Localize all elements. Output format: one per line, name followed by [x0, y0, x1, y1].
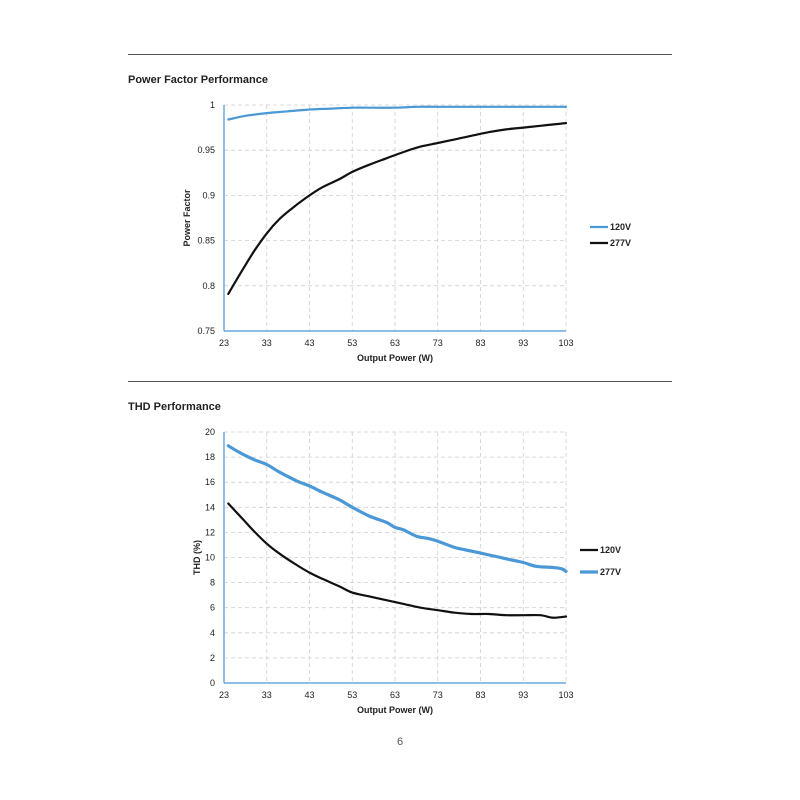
x-tick-label: 83: [475, 690, 485, 700]
y-tick-label: 10: [205, 553, 215, 563]
series-line-277v: [226, 444, 568, 573]
x-tick-label: 103: [558, 690, 573, 700]
x-tick-label: 93: [518, 338, 528, 348]
legend-label-120v: 120V: [610, 222, 631, 232]
y-tick-label: 2: [210, 653, 215, 663]
y-axis-label: Power Factor: [182, 189, 192, 247]
section-title-thd: THD Performance: [128, 401, 221, 413]
x-axis-label: Output Power (W): [357, 705, 433, 715]
x-tick-label: 63: [390, 338, 400, 348]
y-axis-label: THD (%): [192, 540, 202, 575]
y-tick-label: 0.8: [202, 281, 215, 291]
page-number: 6: [396, 736, 404, 748]
y-tick-label: 0.85: [197, 236, 215, 246]
section-title-power-factor: Power Factor Performance: [128, 74, 268, 86]
x-tick-label: 43: [304, 690, 314, 700]
x-tick-label: 33: [262, 690, 272, 700]
y-tick-label: 0.75: [197, 326, 215, 336]
y-tick-label: 18: [205, 452, 215, 462]
x-tick-label: 73: [433, 338, 443, 348]
x-tick-label: 43: [304, 338, 314, 348]
x-tick-label: 83: [475, 338, 485, 348]
top-divider: [128, 54, 672, 55]
x-tick-label: 73: [433, 690, 443, 700]
thd-chart: 23 33 43 53 63 73 83 93 103 0 2 4 6 8 10 12 14 16 18 20 Outp…: [192, 427, 621, 715]
x-tick-label: 53: [347, 338, 357, 348]
legend-label-120v: 120V: [600, 545, 621, 555]
legend-label-277v: 277V: [610, 238, 631, 248]
x-tick-label: 23: [219, 690, 229, 700]
y-tick-label: 20: [205, 427, 215, 437]
y-tick-label: 14: [205, 502, 215, 512]
y-tick-label: 8: [210, 578, 215, 588]
x-tick-label: 93: [518, 690, 528, 700]
y-tick-label: 16: [205, 477, 215, 487]
y-tick-label: 6: [210, 603, 215, 613]
power-factor-chart: 23 33 43 53 63 73 83 93 103 0.75 0.8 0.85 0.9 0.95 1 Ou…: [182, 100, 631, 363]
legend-label-277v: 277V: [600, 567, 621, 577]
y-tick-label: 0.9: [202, 190, 215, 200]
x-tick-label: 63: [390, 690, 400, 700]
y-tick-label: 0: [210, 678, 215, 688]
x-tick-label: 33: [262, 338, 272, 348]
y-tick-label: 12: [205, 527, 215, 537]
y-tick-label: 4: [210, 628, 215, 638]
x-tick-label: 23: [219, 338, 229, 348]
series-line-277v: [227, 122, 568, 295]
x-axis-label: Output Power (W): [357, 353, 433, 363]
middle-divider: [128, 381, 672, 382]
x-tick-label: 53: [347, 690, 357, 700]
series-line-120v: [227, 502, 568, 619]
series-line-120v: [227, 105, 568, 121]
x-tick-label: 103: [558, 338, 573, 348]
y-tick-label: 1: [210, 100, 215, 110]
y-tick-label: 0.95: [197, 145, 215, 155]
